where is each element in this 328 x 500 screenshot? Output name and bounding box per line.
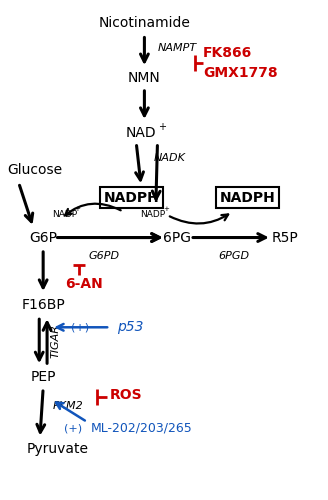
- Text: R5P: R5P: [272, 230, 298, 244]
- Text: (+): (+): [64, 423, 83, 433]
- Text: TIGAR: TIGAR: [51, 324, 61, 358]
- Text: G6P: G6P: [29, 230, 57, 244]
- Text: NADP: NADP: [140, 210, 165, 218]
- Text: NAMPT: NAMPT: [157, 43, 196, 53]
- Text: NADK: NADK: [154, 153, 186, 163]
- Text: Nicotinamide: Nicotinamide: [98, 16, 190, 30]
- Text: GMX1778: GMX1778: [203, 66, 278, 80]
- Text: +: +: [74, 206, 80, 212]
- Text: NADPH: NADPH: [103, 190, 159, 204]
- Text: 6-AN: 6-AN: [65, 277, 103, 291]
- Text: G6PD: G6PD: [88, 252, 119, 262]
- Text: NADPH: NADPH: [219, 190, 275, 204]
- Text: PEP: PEP: [31, 370, 56, 384]
- Text: ROS: ROS: [110, 388, 143, 402]
- Text: +: +: [158, 122, 166, 132]
- Text: PKM2: PKM2: [53, 401, 84, 411]
- Text: (+): (+): [71, 322, 89, 332]
- Text: FK866: FK866: [203, 46, 253, 60]
- Text: p53: p53: [117, 320, 143, 334]
- Text: ML-202/203/265: ML-202/203/265: [91, 422, 192, 434]
- Text: NADP: NADP: [52, 210, 77, 218]
- Text: NAD: NAD: [126, 126, 156, 140]
- Text: F16BP: F16BP: [21, 298, 65, 312]
- Text: 6PG: 6PG: [163, 230, 191, 244]
- Text: +: +: [163, 206, 169, 212]
- Text: Glucose: Glucose: [7, 163, 62, 177]
- Text: 6PGD: 6PGD: [219, 252, 250, 262]
- Text: Pyruvate: Pyruvate: [27, 442, 89, 456]
- Text: NMN: NMN: [128, 71, 161, 85]
